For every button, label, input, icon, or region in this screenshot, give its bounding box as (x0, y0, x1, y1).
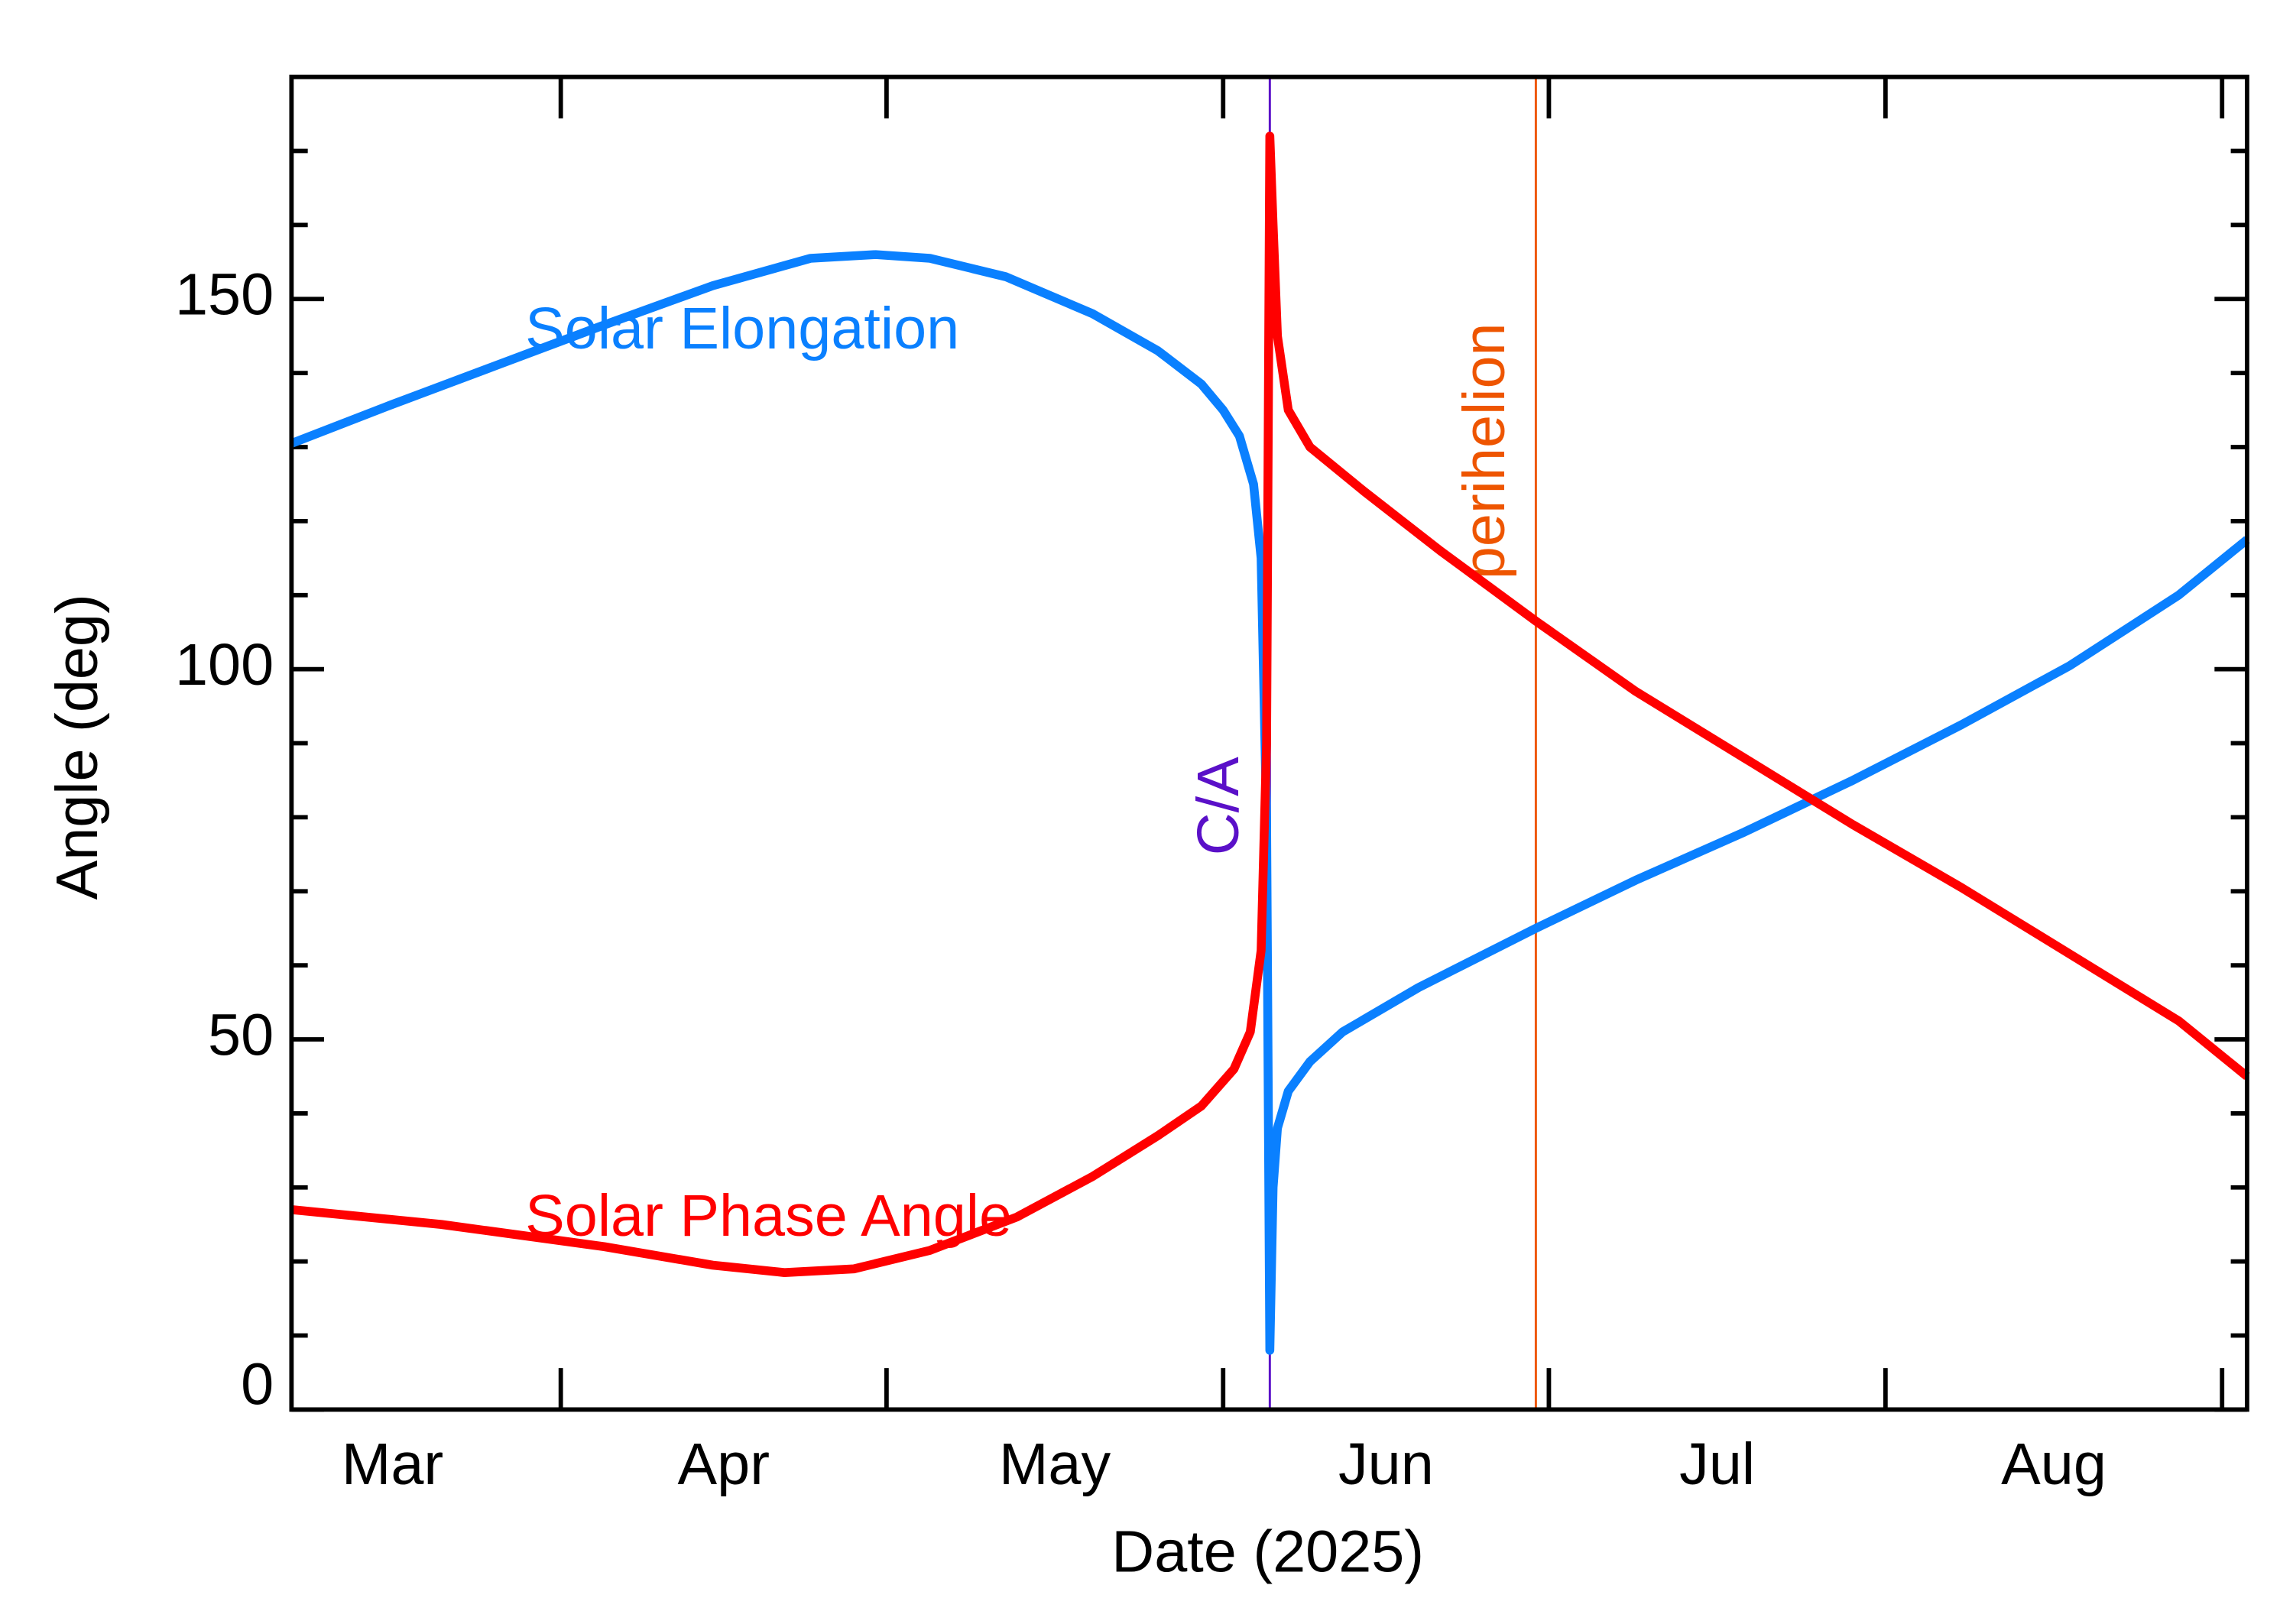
x-tick-label: Mar (342, 1431, 443, 1497)
event-label: C/A (1185, 757, 1251, 855)
y-tick-label: 100 (175, 632, 274, 698)
y-tick-label: 50 (208, 1002, 274, 1068)
x-tick-label: Jun (1338, 1431, 1434, 1497)
x-tick-label: Aug (2001, 1431, 2107, 1497)
series-label: Solar Phase Angle (525, 1183, 1012, 1249)
y-tick-label: 0 (241, 1352, 274, 1418)
series-line (290, 131, 2250, 1277)
x-tick-label: Jul (1679, 1431, 1755, 1497)
x-tick-label: May (999, 1431, 1111, 1497)
series-label: Solar Elongation (525, 296, 959, 361)
x-axis-label: Date (2025) (1111, 1519, 1424, 1584)
x-tick-label: Apr (678, 1431, 770, 1497)
event-label: perihelion (1451, 323, 1517, 579)
plot-frame (289, 74, 2249, 1412)
y-axis-label: Angle (deg) (44, 594, 110, 900)
y-tick-label: 150 (175, 262, 274, 328)
